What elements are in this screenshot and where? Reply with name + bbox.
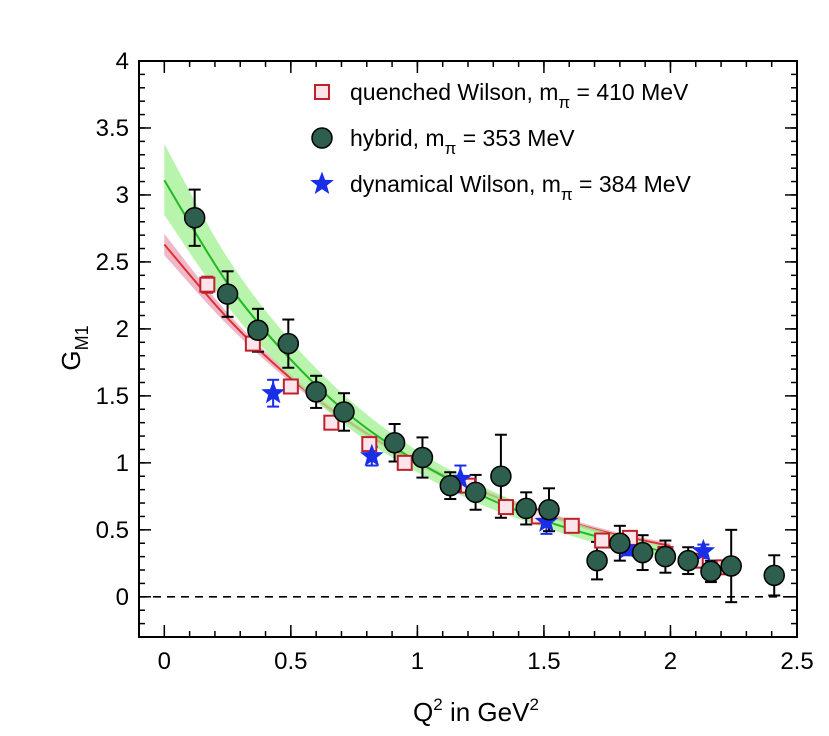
- star-point: [261, 380, 285, 404]
- y-tick-label: 1.5: [96, 383, 129, 410]
- circle-point: [515, 497, 537, 520]
- square-point: [282, 378, 299, 395]
- fit-bands: [163, 144, 671, 558]
- y-axis-title: GM1: [56, 325, 92, 370]
- legend: quenched Wilson, mπ = 410 MeV hybrid, mπ …: [310, 79, 692, 204]
- circle-point: [763, 564, 785, 587]
- square-point: [199, 276, 216, 293]
- circle-point: [654, 545, 677, 568]
- legend-star-marker: [310, 171, 334, 195]
- square-point: [497, 499, 514, 516]
- legend-entry-circle: hybrid, mπ = 353 MeV: [311, 125, 575, 158]
- circle-point: [247, 319, 269, 341]
- circle-point: [411, 446, 434, 469]
- square-point: [323, 414, 340, 431]
- y-tick-label: 1: [116, 450, 129, 477]
- circle-point: [631, 541, 654, 564]
- legend-entry-star: dynamical Wilson, mπ = 384 MeV: [310, 171, 692, 204]
- circle-point: [183, 206, 206, 229]
- y-tick-label: 3.5: [96, 115, 129, 142]
- star-point: [691, 538, 716, 562]
- x-tick-label: 0: [158, 648, 171, 675]
- legend-label: dynamical Wilson, mπ = 384 MeV: [350, 171, 692, 204]
- circle-point: [277, 332, 300, 355]
- circle-point: [720, 555, 742, 577]
- fit-line-1: [163, 179, 671, 554]
- star-point: [360, 443, 384, 467]
- square-point: [396, 454, 413, 471]
- circle-point: [609, 532, 631, 554]
- circle-point: [305, 381, 327, 403]
- y-tick-label: 0.5: [96, 517, 129, 544]
- circle-point: [700, 560, 722, 583]
- x-tick-label: 1.5: [527, 648, 560, 675]
- circle-point: [383, 432, 406, 454]
- square-point: [361, 436, 378, 453]
- x-tick-label: 0.5: [274, 648, 307, 675]
- circle-point: [333, 401, 355, 423]
- legend-label: quenched Wilson, mπ = 410 MeV: [350, 79, 689, 112]
- y-tick-label: 2.5: [96, 249, 129, 276]
- circle-point: [677, 549, 699, 572]
- y-tick-label: 0: [116, 584, 129, 611]
- x-tick-label: 2: [664, 648, 677, 675]
- y-tick-label: 4: [116, 48, 129, 75]
- tick-labels: 0 0.5 1 1.5 2 2.5 0 0.5 1 1.5 2 2.5 3 3.5 4: [96, 48, 814, 675]
- circle-point: [490, 465, 512, 488]
- square-point: [563, 517, 580, 534]
- legend-circle-marker: [311, 127, 333, 149]
- x-tick-label: 1: [411, 648, 424, 675]
- square-point: [594, 532, 611, 549]
- legend-entry-square: quenched Wilson, mπ = 410 MeV: [314, 79, 689, 112]
- circle-point: [439, 474, 462, 497]
- circle-point: [538, 498, 560, 521]
- legend-label: hybrid, mπ = 353 MeV: [350, 125, 575, 158]
- legend-square-marker: [314, 84, 330, 100]
- y-tick-label: 3: [116, 182, 129, 209]
- circle-point: [464, 481, 487, 504]
- circle-point: [586, 549, 608, 572]
- x-axis-title: Q2 in GeV2: [413, 695, 539, 727]
- y-tick-label: 2: [116, 316, 129, 343]
- axis-ticks: [138, 60, 798, 637]
- circle-point: [216, 283, 239, 305]
- fit-band-1: [164, 144, 671, 558]
- x-tick-label: 2.5: [780, 648, 813, 675]
- data-markers: [183, 206, 785, 587]
